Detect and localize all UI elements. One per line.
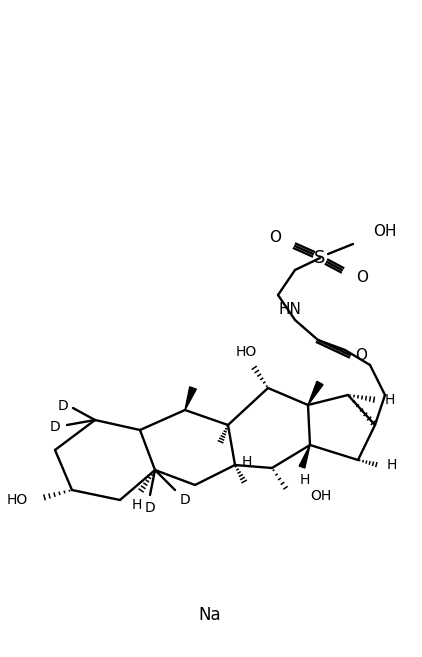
Text: H: H xyxy=(132,498,142,512)
Text: O: O xyxy=(355,348,367,363)
Polygon shape xyxy=(308,381,323,405)
Text: HO: HO xyxy=(235,345,257,359)
Text: D: D xyxy=(58,399,68,413)
Text: D: D xyxy=(145,501,155,515)
Text: D: D xyxy=(180,493,190,507)
Text: H: H xyxy=(385,393,395,407)
Text: H: H xyxy=(387,458,397,472)
Text: S: S xyxy=(314,249,326,267)
Text: HO: HO xyxy=(6,493,27,507)
Text: H: H xyxy=(300,473,310,487)
Text: D: D xyxy=(50,420,60,434)
Text: O: O xyxy=(356,271,368,286)
Text: HN: HN xyxy=(279,302,301,317)
Text: OH: OH xyxy=(373,223,397,238)
Polygon shape xyxy=(299,445,310,468)
Text: Na: Na xyxy=(199,606,221,624)
Polygon shape xyxy=(185,387,196,410)
Text: O: O xyxy=(269,231,281,246)
Text: OH: OH xyxy=(310,489,331,503)
Text: H: H xyxy=(242,455,252,469)
